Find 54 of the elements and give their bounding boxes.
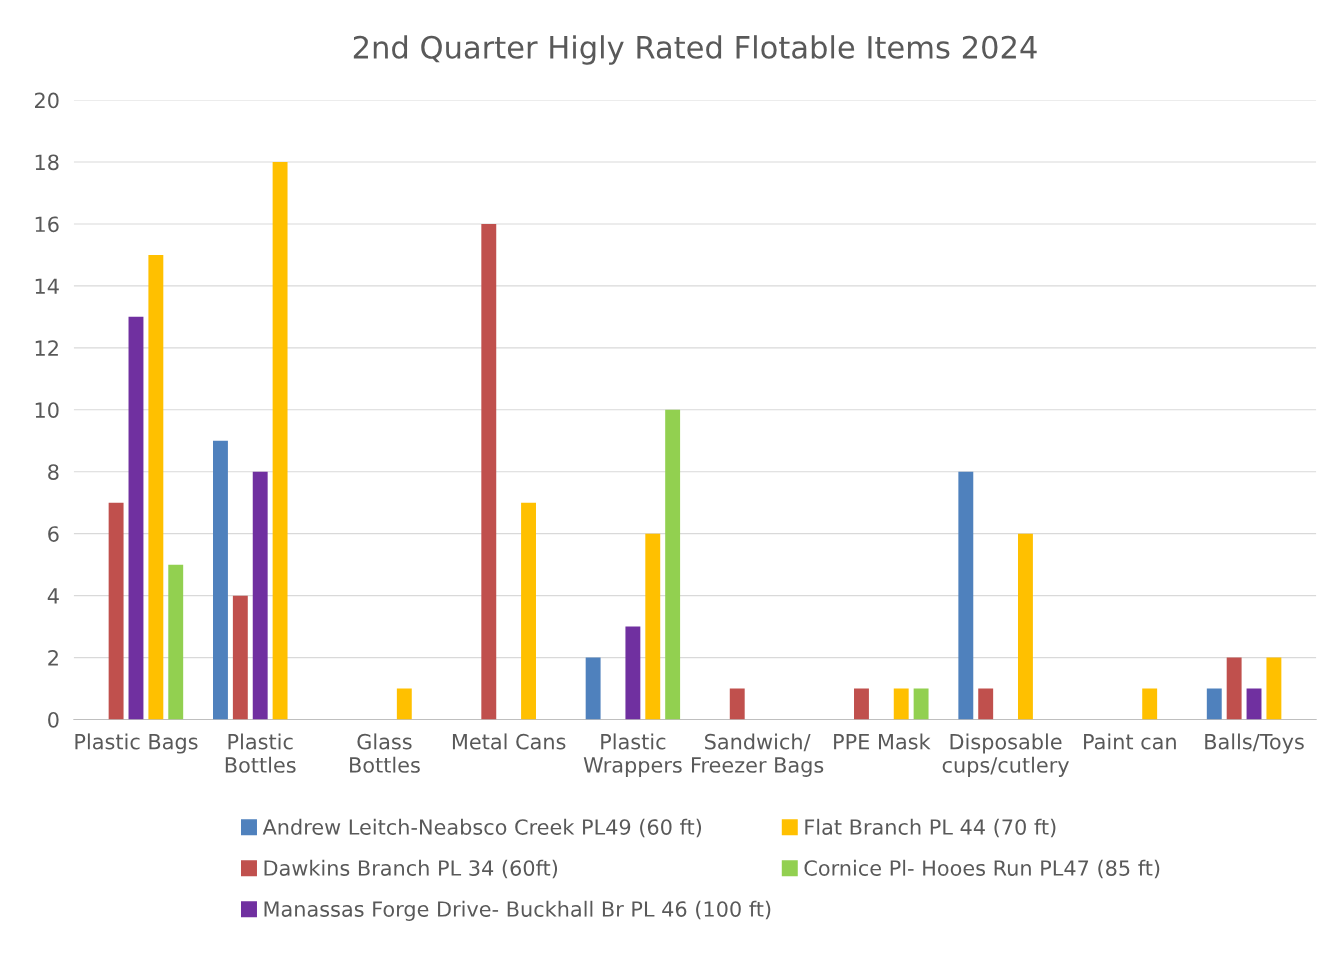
bar: [893, 688, 909, 720]
bar: [1017, 533, 1033, 720]
x-tick-label: Sandwich/ Freezer Bags: [692, 733, 824, 777]
legend-label: Cornice Pl- Hooes Run PL47 (85 ft): [804, 859, 1160, 879]
chart-title: 2nd Quarter Higly Rated Flotable Items 2024: [353, 35, 1037, 65]
bar: [168, 564, 184, 720]
bar: [213, 440, 228, 720]
bar: [1206, 688, 1222, 720]
x-tick-label: Glass Bottles: [350, 733, 420, 773]
x-tick-label: PPE Mask: [834, 733, 931, 750]
y-tick-label: 8: [48, 464, 59, 480]
x-tick-label: Plastic Bottles: [225, 733, 296, 773]
bar: [1142, 688, 1158, 720]
bar: [128, 316, 144, 720]
bar: [625, 626, 641, 720]
bar: [252, 471, 268, 720]
y-tick-label: 18: [35, 154, 59, 171]
bar: [1246, 688, 1262, 720]
bar: [521, 502, 536, 720]
y-tick-label: 4: [47, 588, 59, 604]
bar: [913, 688, 929, 720]
y-tick-label: 12: [35, 340, 58, 356]
legend-label: Manassas Forge Drive- Buckhall Br PL 46 (100 ft): [264, 900, 771, 921]
bar: [108, 502, 124, 720]
y-tick-label: 14: [35, 278, 59, 294]
x-tick-label: Plastic Bags: [75, 733, 198, 754]
y-tick-label: 2: [48, 650, 58, 666]
bar: [854, 688, 869, 720]
bar: [396, 688, 412, 720]
bar: [645, 533, 661, 720]
x-tick-label: Paint can: [1084, 733, 1176, 750]
bar: [978, 688, 994, 720]
y-tick-label: 20: [34, 92, 59, 109]
bar: [1266, 657, 1282, 720]
x-tick-label: Plastic Wrappers: [583, 733, 682, 777]
legend-label: Dawkins Branch PL 34 (60ft): [264, 859, 558, 879]
bar: [729, 688, 745, 720]
y-tick-label: 0: [48, 711, 59, 728]
y-tick-label: 16: [35, 216, 59, 233]
y-tick-label: 10: [35, 402, 59, 418]
x-tick-label: Balls/Toys: [1205, 733, 1304, 754]
bar: [272, 162, 288, 720]
x-tick-label: Disposable cups/cutlery: [942, 733, 1069, 777]
legend-label: Andrew Leitch-Neabsco Creek PL49 (60 ft): [262, 818, 702, 838]
bar: [665, 409, 681, 720]
legend-label: Flat Branch PL 44 (70 ft): [805, 818, 1056, 838]
bar: [148, 254, 164, 720]
bar: [1226, 657, 1242, 720]
bar: [481, 223, 497, 720]
x-tick-label: Metal Cans: [452, 733, 566, 750]
bar: [585, 657, 601, 720]
y-tick-label: 6: [48, 526, 59, 542]
bar: [232, 595, 248, 720]
bar: [958, 471, 974, 720]
